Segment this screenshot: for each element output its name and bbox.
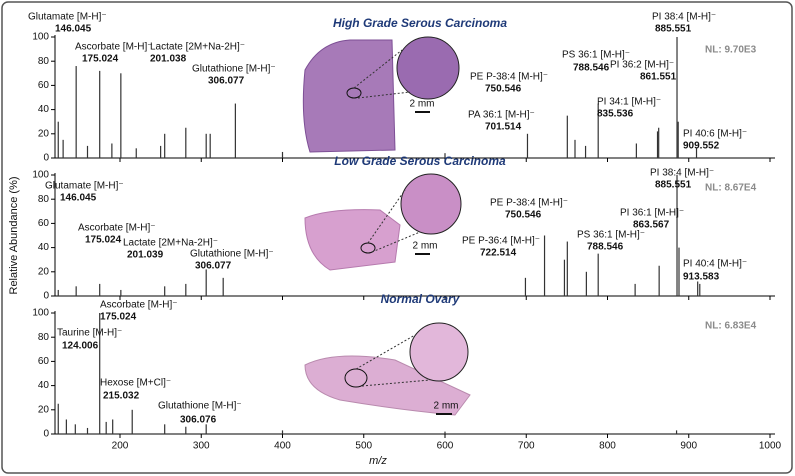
panel-title: Normal Ovary [381, 292, 461, 306]
panel-title: High Grade Serous Carcinoma [333, 16, 507, 30]
peak-mz: 913.583 [683, 272, 720, 283]
x-tick-label: 300 [193, 441, 210, 452]
peak-mz: 750.546 [505, 210, 542, 221]
scale-bar-label: 2 mm [410, 99, 435, 110]
peak-label: Glutathione [M-H]⁻ [190, 249, 274, 260]
normalization-level: NL: 9.70E3 [705, 45, 757, 56]
y-tick-label: 0 [43, 153, 49, 164]
peak-label: Ascorbate [M-H]⁻ [100, 300, 178, 311]
x-tick-label: 700 [518, 441, 535, 452]
peak-mz: 750.546 [485, 84, 522, 95]
x-tick-label: 900 [680, 441, 697, 452]
peak-mz: 175.024 [100, 312, 137, 323]
peak-mz: 201.038 [150, 54, 187, 65]
peak-mz: 306.077 [195, 261, 232, 272]
histology-inset: 2 mm [304, 173, 462, 271]
scale-bar-label: 2 mm [413, 241, 438, 252]
histology-inset: 2 mm [304, 322, 471, 416]
x-axis-label: m/z [369, 455, 387, 467]
peak-mz: 215.032 [103, 391, 140, 402]
peak-mz: 788.546 [587, 242, 624, 253]
x-tick-label: 400 [274, 441, 291, 452]
peak-label: PI 38:4 [M-H]⁻ [652, 12, 716, 23]
peak-label: Ascorbate [M-H]⁻ [75, 42, 153, 53]
peak-mz: 835.536 [597, 109, 634, 120]
peak-mz: 306.076 [180, 415, 217, 426]
peak-label: Glutathione [M-H]⁻ [158, 401, 242, 412]
peak-label: Taurine [M-H]⁻ [57, 328, 122, 339]
peak-label: Ascorbate [M-H]⁻ [78, 223, 156, 234]
y-tick-label: 80 [38, 56, 50, 67]
panel-title: Low Grade Serous Carcinoma [334, 154, 506, 168]
peak-label: Lactate [2M+Na-2H]⁻ [150, 42, 245, 53]
peak-mz: 722.514 [480, 248, 517, 259]
peak-mz: 124.006 [62, 341, 99, 352]
peak-mz: 863.567 [633, 220, 670, 231]
peak-label: PE P-36:4 [M-H]⁻ [462, 236, 540, 247]
peak-mz: 885.551 [655, 24, 692, 35]
x-tick-label: 600 [437, 441, 454, 452]
y-tick-label: 40 [38, 380, 50, 391]
normalization-level: NL: 6.83E4 [705, 321, 757, 332]
peak-label: PI 36:1 [M-H]⁻ [620, 208, 684, 219]
x-tick-label: 500 [355, 441, 372, 452]
peak-label: PA 36:1 [M-H]⁻ [468, 110, 535, 121]
peak-mz: 146.045 [55, 24, 92, 35]
x-tick-label: 800 [599, 441, 616, 452]
peak-label: Glutamate [M-H]⁻ [28, 12, 107, 23]
y-tick-label: 60 [38, 80, 50, 91]
y-tick-label: 100 [32, 170, 49, 181]
peak-mz: 146.045 [60, 193, 97, 204]
y-tick-label: 60 [38, 356, 50, 367]
y-tick-label: 0 [43, 429, 49, 440]
y-tick-label: 0 [43, 291, 49, 302]
peak-label: PI 38:4 [M-H]⁻ [650, 168, 714, 179]
peak-label: PE P-38:4 [M-H]⁻ [470, 72, 548, 83]
peak-mz: 175.024 [85, 235, 122, 246]
histology-inset: 2 mm [302, 36, 460, 153]
x-tick-label: 1000 [759, 441, 782, 452]
peak-label: PE P-38:4 [M-H]⁻ [490, 198, 568, 209]
peak-label: Glutathione [M-H]⁻ [192, 64, 276, 75]
peak-mz: 306.077 [208, 76, 245, 87]
peak-mz: 788.546 [573, 63, 610, 74]
y-tick-label: 80 [38, 194, 50, 205]
peak-label: Hexose [M+Cl]⁻ [100, 378, 171, 389]
peak-mz: 201.039 [127, 250, 164, 261]
y-axis-label: Relative Abundance (%) [8, 176, 20, 294]
peak-label: Glutamate [M-H]⁻ [45, 181, 124, 192]
peak-label: PI 40:4 [M-H]⁻ [683, 259, 747, 270]
peak-label: PI 34:1 [M-H]⁻ [597, 97, 661, 108]
peak-label: PI 36:2 [M-H]⁻ [610, 60, 674, 71]
peak-label: PI 40:6 [M-H]⁻ [683, 129, 747, 140]
y-tick-label: 40 [38, 242, 50, 253]
peak-label: Lactate [2M+Na-2H]⁻ [123, 238, 218, 249]
normalization-level: NL: 8.67E4 [705, 183, 757, 194]
peak-label: PS 36:1 [M-H]⁻ [577, 230, 645, 241]
peak-mz: 885.551 [655, 180, 692, 191]
y-tick-label: 20 [38, 266, 50, 277]
peak-mz: 175.024 [82, 54, 119, 65]
y-tick-label: 80 [38, 332, 50, 343]
y-tick-label: 20 [38, 404, 50, 415]
y-tick-label: 100 [32, 32, 49, 43]
peak-label: PS 36:1 [M-H]⁻ [562, 50, 630, 61]
y-tick-label: 40 [38, 104, 50, 115]
y-tick-label: 100 [32, 308, 49, 319]
peak-mz: 861.551 [640, 72, 677, 83]
y-tick-label: 60 [38, 218, 50, 229]
peak-mz: 701.514 [485, 122, 522, 133]
peak-mz: 909.552 [683, 141, 720, 152]
x-tick-label: 200 [112, 441, 129, 452]
y-tick-label: 20 [38, 128, 50, 139]
scale-bar-label: 2 mm [434, 401, 459, 412]
